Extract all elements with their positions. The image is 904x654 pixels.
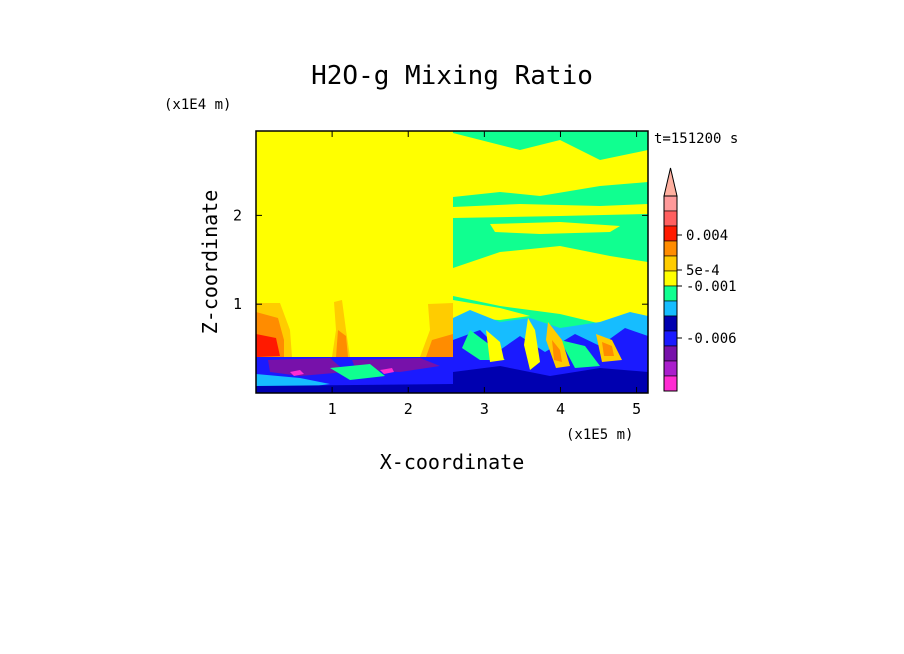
x-tick-label: 4 [556, 400, 565, 418]
yellow-band [453, 133, 648, 197]
yellow-band [453, 204, 648, 218]
plot-frame [255, 130, 649, 394]
colorbar-swatch [663, 285, 678, 302]
colorbar-swatch [663, 360, 678, 377]
y-unit-label: (x1E4 m) [164, 97, 231, 113]
heatmap-field [256, 131, 648, 393]
x-axis: 1 2 3 4 5 [328, 131, 641, 418]
yellow-plume [546, 322, 570, 368]
colorbar-label: 0.004 [686, 228, 728, 244]
navy-patch [256, 384, 453, 393]
y-tick-label: 2 [233, 206, 242, 224]
yellow-plume [524, 318, 540, 370]
colorbar: 0.004 5e-4-0.001 -0.006 [663, 167, 737, 392]
y-axis: 12 [233, 206, 648, 313]
colorbar-swatch [663, 210, 678, 227]
green-patch [330, 364, 385, 380]
yellow-band [490, 222, 620, 234]
colorbar-swatch [663, 375, 678, 392]
orange-plume [552, 340, 562, 362]
colorbar-swatch [663, 315, 678, 332]
x-unit-label: (x1E5 m) [566, 427, 633, 443]
yellow-plume [486, 330, 504, 362]
x-tick-label: 1 [328, 400, 337, 418]
orange-plume [602, 342, 614, 356]
colorbar-label: 5e-4 [686, 263, 720, 279]
navy-layer [453, 366, 648, 393]
green-streak [560, 340, 600, 368]
red-column [336, 330, 348, 357]
colorbar-swatch [663, 345, 678, 362]
colorbar-swatch [663, 240, 678, 257]
colorbar-swatch [663, 225, 678, 242]
yellow-band [453, 246, 648, 326]
cyan-patch [256, 374, 330, 388]
colorbar-frame [663, 195, 678, 392]
colorbar-swatch [663, 330, 678, 347]
y-tick-label: 1 [233, 295, 242, 313]
colorbar-label: -0.001 [686, 279, 737, 295]
colorbar-swatch [663, 300, 678, 317]
colorbar-extension [663, 167, 678, 197]
colorbar-swatch [663, 255, 678, 272]
x-tick-label: 2 [404, 400, 413, 418]
chart-title: H2O-g Mixing Ratio [311, 61, 593, 91]
y-axis-title: Z-coordinate [198, 190, 222, 335]
red-column [426, 334, 453, 357]
colorbar-swatch [663, 195, 678, 212]
upper-left-region [256, 131, 453, 357]
colorbar-label: -0.006 [686, 331, 737, 347]
colorbar-swatch [663, 270, 678, 287]
time-label: t=151200 s [654, 131, 738, 147]
x-axis-title: X-coordinate [380, 450, 525, 474]
purple-pool [268, 358, 346, 376]
x-tick-label: 5 [632, 400, 641, 418]
red-column [256, 334, 280, 357]
x-tick-label: 3 [480, 400, 489, 418]
